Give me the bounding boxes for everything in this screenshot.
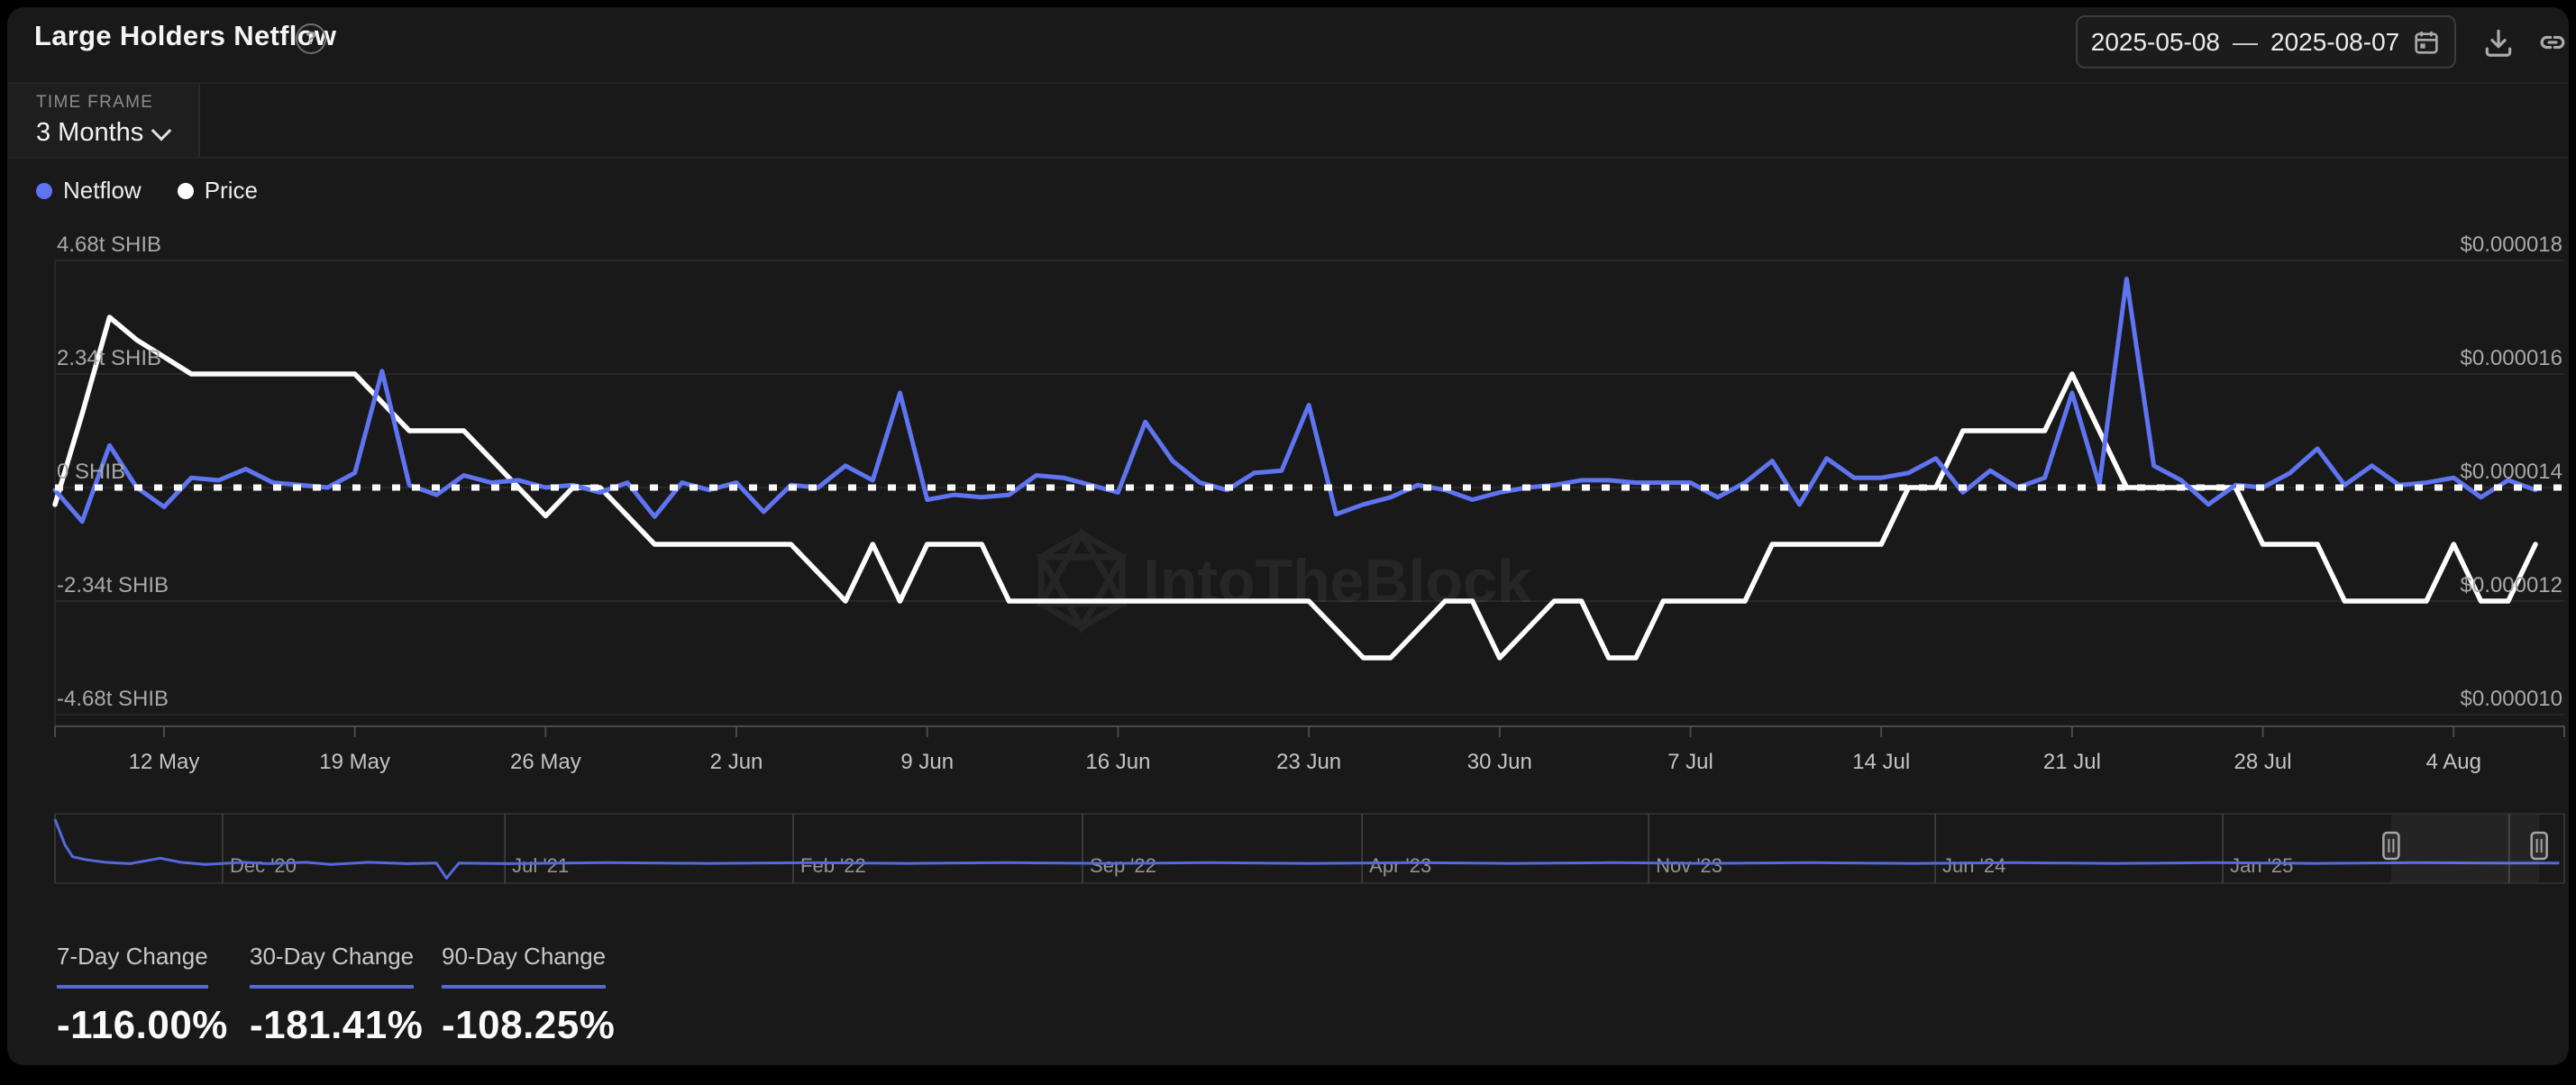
- minimap-month-label: Dec '20: [230, 854, 297, 877]
- x-tick-label: 7 Jul: [1667, 750, 1713, 774]
- stat-30-day-change: 30-Day Change -181.41%: [250, 943, 423, 1048]
- x-tick-label: 30 Jun: [1467, 750, 1532, 774]
- legend-item-price[interactable]: Price: [177, 177, 258, 205]
- x-tick-label: 23 Jun: [1276, 750, 1341, 774]
- help-icon[interactable]: ?: [296, 23, 326, 54]
- x-tick-label: 9 Jun: [900, 750, 954, 774]
- date-separator: —: [2233, 27, 2258, 56]
- app-panel: [7, 7, 2569, 1065]
- legend-item-netflow[interactable]: Netflow: [36, 177, 142, 205]
- date-end: 2025-08-07: [2270, 27, 2400, 56]
- time-frame-value: 3 Months: [36, 118, 144, 147]
- watermark: IntoTheBlock: [1035, 526, 1531, 634]
- minimap-month-label: Jun '24: [1942, 854, 2005, 877]
- minimap-month-label: Apr '23: [1369, 854, 1431, 877]
- time-frame-cell: [7, 84, 200, 159]
- stat-7-day-change: 7-Day Change -116.00%: [57, 943, 228, 1048]
- netflow-dot-icon: [36, 182, 52, 199]
- x-tick-label: 12 May: [129, 750, 200, 774]
- x-tick-label: 16 Jun: [1085, 750, 1150, 774]
- x-tick-label: 14 Jul: [1852, 750, 1910, 774]
- left-axis-label: -4.68t SHIB: [57, 687, 169, 711]
- brush-handle-right[interactable]: [2530, 831, 2548, 861]
- stat-value: -181.41%: [250, 1003, 424, 1047]
- stat-value: -116.00%: [57, 1003, 228, 1047]
- time-frame-label: TIME FRAME: [36, 93, 154, 112]
- chart-legend: Netflow Price: [36, 177, 258, 205]
- right-axis-label: $0.000014: [2461, 460, 2562, 484]
- minimap-month-label: Feb '22: [800, 854, 866, 877]
- download-button[interactable]: [2480, 24, 2517, 60]
- stat-value: -108.25%: [442, 1003, 616, 1047]
- download-icon: [2481, 25, 2516, 59]
- intotheblock-logo-icon: [1035, 526, 1128, 634]
- calendar-icon: [2412, 28, 2441, 57]
- left-axis-label: 0 SHIB: [57, 460, 125, 484]
- stat-label: 30-Day Change: [250, 943, 415, 989]
- header-divider: [7, 82, 2569, 84]
- time-frame-dropdown[interactable]: 3 Months: [36, 118, 172, 148]
- minimap-month-label: Jan '25: [2230, 854, 2293, 877]
- right-axis-label: $0.000016: [2461, 346, 2562, 370]
- minimap-month-label: Nov '23: [1656, 854, 1722, 877]
- link-icon: [2535, 25, 2570, 59]
- stat-label: 90-Day Change: [442, 943, 607, 989]
- netflow-line: [52, 277, 2538, 524]
- watermark-text: IntoTheBlock: [1143, 547, 1531, 615]
- chart-plot-area[interactable]: [55, 225, 2564, 726]
- chevron-down-icon: [151, 120, 172, 141]
- date-start: 2025-05-08: [2090, 27, 2220, 56]
- price-line: [52, 315, 2538, 661]
- x-tick-label: 21 Jul: [2043, 750, 2101, 774]
- x-tick-label: 19 May: [319, 750, 390, 774]
- price-dot-icon: [177, 182, 194, 199]
- legend-price-label: Price: [204, 177, 258, 204]
- right-axis-label: $0.000010: [2461, 687, 2562, 711]
- minimap-sparkline: [53, 818, 2560, 880]
- left-axis-label: -2.34t SHIB: [57, 573, 169, 597]
- stat-label: 7-Day Change: [57, 943, 208, 989]
- x-tick-label: 26 May: [510, 750, 581, 774]
- left-axis-label: 2.34t SHIB: [57, 346, 161, 370]
- x-tick-label: 4 Aug: [2426, 750, 2481, 774]
- minimap-month-label: Jul '21: [512, 854, 569, 877]
- right-axis-label: $0.000018: [2461, 232, 2562, 257]
- brush-selection[interactable]: [2390, 815, 2540, 882]
- minimap-month-label: Sep '22: [1090, 854, 1156, 877]
- right-axis-label: $0.000012: [2461, 573, 2562, 597]
- left-axis-label: 4.68t SHIB: [57, 232, 161, 257]
- page-title: Large Holders Netflow: [34, 20, 337, 51]
- brush-handle-left[interactable]: [2382, 831, 2400, 861]
- x-tick-label: 28 Jul: [2234, 750, 2292, 774]
- legend-netflow-label: Netflow: [63, 177, 142, 204]
- share-link-button[interactable]: [2535, 24, 2571, 60]
- toolbar-divider: [7, 157, 2569, 159]
- x-tick-label: 2 Jun: [710, 750, 763, 774]
- date-range-picker[interactable]: 2025-05-08 — 2025-08-07: [2076, 15, 2456, 68]
- stat-90-day-change: 90-Day Change -108.25%: [442, 943, 615, 1048]
